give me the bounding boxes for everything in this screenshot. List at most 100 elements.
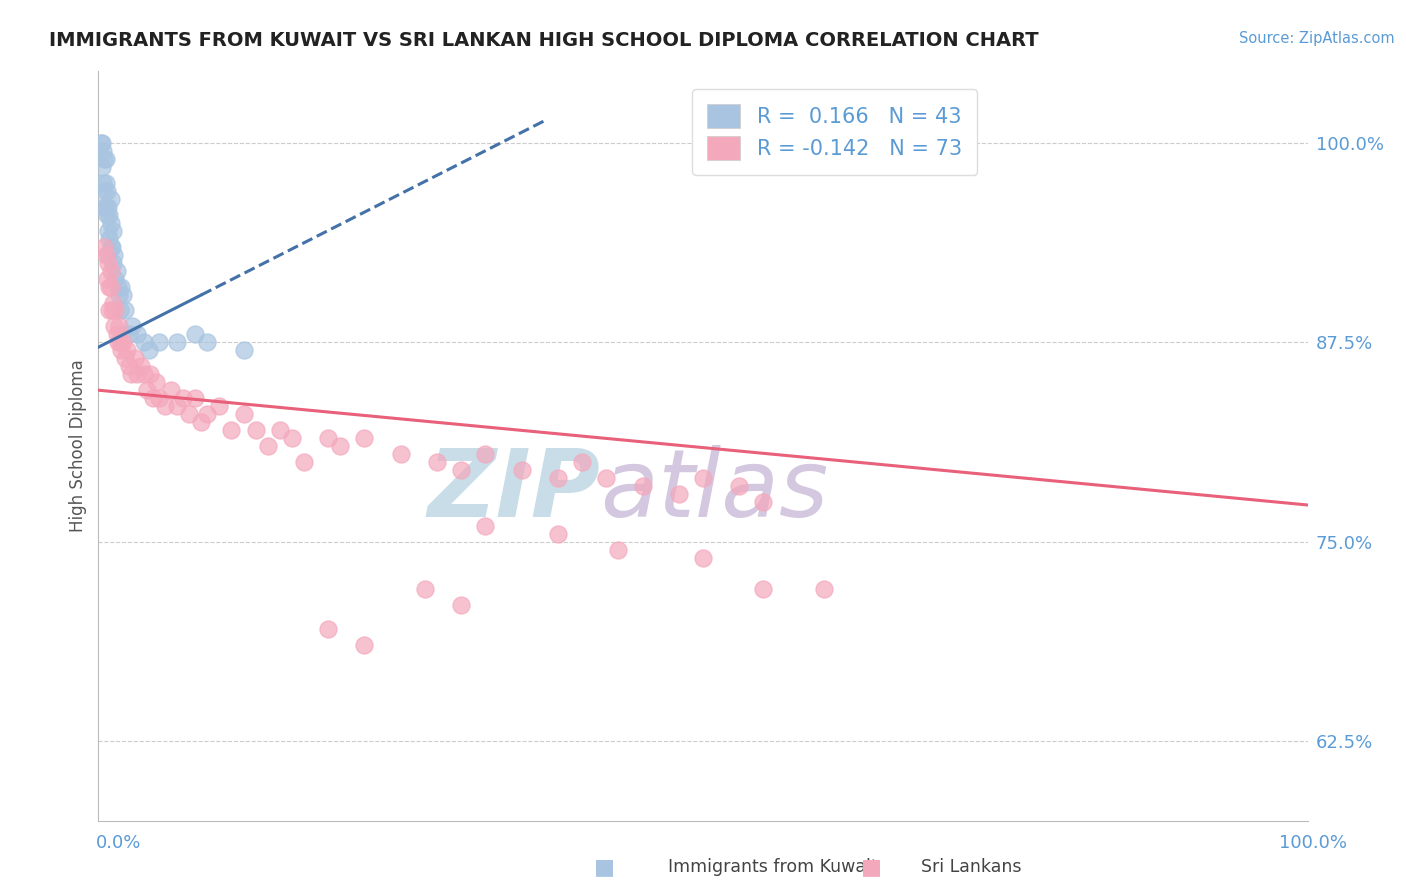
Point [195,407,218,421]
Point [90,136,112,150]
Point [148,391,170,405]
Point [316,431,339,445]
Point [98,303,121,318]
Point [100,216,122,230]
Point [153,399,176,413]
Point [607,542,630,557]
Text: ZIP: ZIP [427,445,600,537]
Point [692,471,714,485]
Point [142,391,165,405]
Point [91,176,114,190]
Point [121,319,143,334]
Point [190,415,212,429]
Point [166,399,188,413]
Point [107,335,129,350]
Point [100,263,122,277]
Point [97,224,120,238]
Point [510,463,533,477]
Point [93,200,115,214]
Text: Source: ZipAtlas.com: Source: ZipAtlas.com [1239,31,1395,46]
Point [127,368,149,382]
Point [105,263,128,277]
Point [413,582,436,597]
Point [353,638,375,652]
Point [166,335,188,350]
Point [232,343,254,358]
Point [100,240,122,254]
Point [96,208,118,222]
Point [93,152,115,166]
Point [118,359,141,374]
Point [160,383,183,397]
Point [316,623,339,637]
Point [179,407,201,421]
Text: 0.0%: 0.0% [96,834,141,852]
Text: IMMIGRANTS FROM KUWAIT VS SRI LANKAN HIGH SCHOOL DIPLOMA CORRELATION CHART: IMMIGRANTS FROM KUWAIT VS SRI LANKAN HIG… [49,31,1039,50]
Point [595,471,617,485]
Point [329,439,352,453]
Point [114,303,136,318]
Point [631,479,654,493]
Point [93,184,115,198]
Point [101,224,124,238]
Point [94,200,117,214]
Point [118,327,141,342]
Point [111,335,134,350]
Point [94,152,117,166]
Point [98,279,121,293]
Point [96,271,118,285]
Point [93,240,115,254]
Point [100,303,122,318]
Point [96,184,118,198]
Point [208,399,231,413]
Point [129,359,152,374]
Point [101,255,124,269]
Point [117,343,139,358]
Point [110,279,132,293]
Point [98,208,121,222]
Point [245,423,267,437]
Text: Sri Lankans: Sri Lankans [921,858,1021,876]
Point [135,383,157,397]
Point [139,368,162,382]
Point [94,248,117,262]
Point [103,319,125,334]
Point [97,255,120,269]
Point [108,303,131,318]
Point [97,248,120,262]
Point [108,319,131,334]
Point [292,455,315,469]
Point [692,550,714,565]
Point [134,335,156,350]
Point [104,303,127,318]
Point [353,431,375,445]
Point [813,582,835,597]
Point [127,327,149,342]
Point [111,287,134,301]
Point [134,368,156,382]
Point [221,423,243,437]
Point [120,368,142,382]
Point [547,526,569,541]
Text: ■: ■ [595,857,614,877]
Point [104,271,127,285]
Point [100,192,122,206]
Point [105,327,128,342]
Point [195,335,218,350]
Point [124,351,146,366]
Point [547,471,569,485]
Text: Immigrants from Kuwait: Immigrants from Kuwait [668,858,877,876]
Point [108,335,131,350]
Text: atlas: atlas [600,445,828,536]
Point [571,455,593,469]
Point [94,176,117,190]
Point [184,391,207,405]
Point [97,200,120,214]
Point [145,376,167,390]
Point [110,343,132,358]
Point [232,407,254,421]
Point [752,582,775,597]
Point [752,495,775,509]
Point [450,599,472,613]
Point [172,391,194,405]
